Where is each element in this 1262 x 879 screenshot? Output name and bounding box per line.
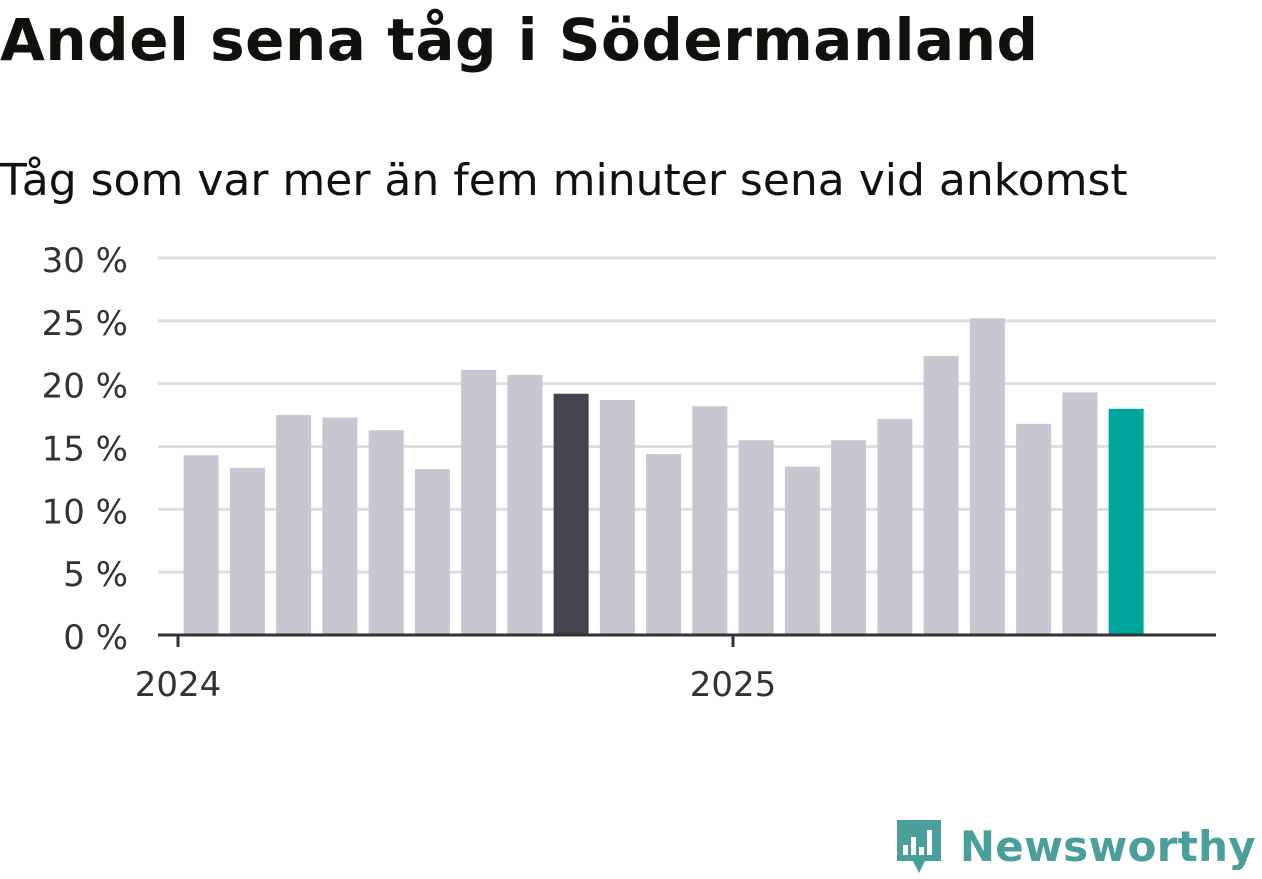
bar	[1016, 423, 1052, 635]
bar	[923, 356, 959, 635]
newsworthy-logo[interactable]: Newsworthy	[894, 817, 1256, 875]
bar	[969, 318, 1005, 635]
y-tick-label: 20 %	[42, 367, 128, 407]
bar	[322, 417, 358, 635]
y-axis-labels: 0 % 5 % 10 % 15 % 20 % 25 % 30 %	[42, 241, 128, 658]
grid-lines	[158, 256, 1216, 574]
bars	[183, 318, 1144, 635]
bar	[507, 374, 543, 635]
bar	[229, 467, 265, 635]
bar	[183, 455, 219, 635]
bar	[831, 440, 867, 635]
bar	[738, 440, 774, 635]
bar	[692, 406, 728, 635]
bar	[553, 393, 589, 635]
chart-subtitle: Tåg som var mer än fem minuter sena vid …	[0, 155, 1128, 206]
y-tick-label: 30 %	[42, 241, 128, 281]
bar	[646, 454, 682, 635]
brand-name: Newsworthy	[959, 821, 1256, 871]
y-tick-label: 15 %	[42, 430, 128, 470]
bar	[461, 369, 497, 635]
y-tick-label: 25 %	[42, 304, 128, 344]
x-tick-label: 2024	[135, 665, 222, 705]
y-tick-label: 5 %	[63, 555, 128, 595]
chart-title: Andel sena tåg i Södermanland	[0, 6, 1039, 74]
bar	[1062, 392, 1098, 635]
bar	[784, 466, 820, 635]
newsworthy-chart-icon	[896, 820, 941, 873]
bar	[414, 469, 450, 635]
x-tick-label: 2025	[690, 665, 777, 705]
x-axis: 2024 2025	[135, 633, 1216, 705]
bar	[599, 400, 635, 635]
bar	[877, 418, 913, 635]
bar	[368, 430, 404, 635]
bar	[276, 415, 312, 635]
bar	[1108, 408, 1144, 635]
y-tick-label: 0 %	[63, 618, 128, 658]
y-tick-label: 10 %	[42, 492, 128, 532]
